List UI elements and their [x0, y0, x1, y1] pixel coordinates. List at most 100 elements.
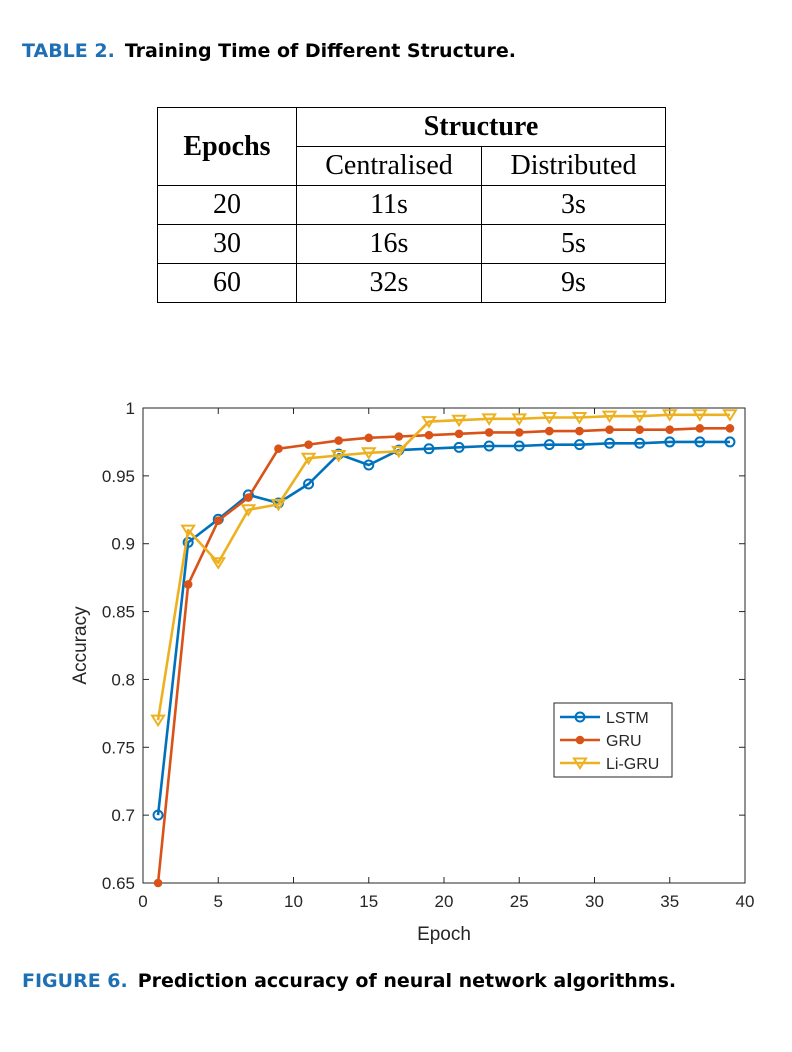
x-tick-label: 15 [359, 892, 378, 911]
y-tick-label: 0.8 [111, 670, 135, 689]
x-tick-label: 25 [510, 892, 529, 911]
cell-centralised: 16s [296, 224, 482, 264]
legend-marker [572, 757, 588, 770]
data-point [481, 413, 497, 426]
data-point [454, 429, 464, 439]
data-point [725, 424, 735, 433]
data-point [334, 436, 343, 445]
data-point [664, 436, 676, 448]
data-point [514, 428, 524, 437]
header-structure: Structure [296, 107, 666, 147]
y-tick-label: 0.9 [111, 535, 135, 554]
figure-caption-label: FIGURE 6. [22, 970, 128, 992]
data-point [394, 432, 404, 441]
legend-item: Li-GRU [560, 756, 659, 773]
series-gru [153, 424, 735, 888]
data-point [150, 714, 166, 728]
figure-caption: FIGURE 6. Prediction accuracy of neural n… [22, 970, 676, 992]
data-point [605, 425, 614, 435]
data-point [545, 426, 554, 436]
data-point [665, 425, 675, 435]
x-tick-label: 5 [214, 892, 223, 911]
x-tick-label: 40 [736, 892, 755, 911]
data-point [601, 410, 618, 424]
legend-label: LSTM [606, 710, 649, 727]
x-tick-label: 10 [284, 892, 303, 911]
cell-centralised: 32s [296, 263, 482, 303]
training-time-table: Epochs Structure Centralised Distributed… [157, 107, 666, 303]
data-point [330, 450, 347, 463]
data-point [152, 809, 164, 821]
table-header-row: Epochs Structure [157, 107, 666, 186]
data-point [484, 428, 494, 437]
x-tick-label: 30 [585, 892, 604, 911]
y-tick-label: 0.65 [102, 874, 135, 893]
table-caption-text: Training Time of Different Structure. [124, 40, 516, 62]
data-point [364, 433, 374, 443]
data-point [213, 516, 223, 525]
data-point [661, 409, 678, 422]
data-point [604, 437, 616, 449]
cell-distributed: 9s [481, 263, 666, 303]
legend-marker [575, 735, 585, 745]
data-point [631, 410, 648, 424]
header-epochs: Epochs [157, 107, 297, 186]
series-li-gru [150, 409, 738, 728]
data-point [304, 440, 313, 449]
data-point [244, 493, 253, 502]
data-point [724, 436, 736, 448]
data-point [270, 498, 287, 512]
data-point [303, 478, 315, 490]
legend-marker [574, 711, 586, 723]
data-point [543, 439, 555, 451]
y-tick-label: 1 [126, 399, 135, 418]
accuracy-line-chart: 0 5 10 15 20 25 30 35 40 0.65 0.7 0.75 0.8 0.85 0.9 0.9… [70, 399, 755, 945]
y-tick-label: 0.95 [102, 467, 135, 486]
data-point [421, 416, 437, 429]
data-point [183, 580, 193, 589]
table-row: 60 32s 9s [157, 263, 666, 303]
legend-item: LSTM [560, 710, 649, 727]
legend-label: GRU [606, 733, 642, 750]
y-tick-label: 0.75 [102, 738, 135, 757]
data-point [511, 413, 528, 426]
figure-caption-text: Prediction accuracy of neural network al… [137, 970, 677, 992]
y-tick-label: 0.7 [111, 806, 135, 825]
x-tick-label: 20 [435, 892, 454, 911]
data-point [571, 412, 588, 425]
plot-area [142, 407, 746, 884]
data-point [695, 424, 705, 433]
data-point [391, 445, 407, 459]
legend: LSTM GRU Li-GRU [553, 702, 673, 778]
data-point [451, 414, 467, 428]
data-point [722, 409, 738, 422]
legend-item: GRU [560, 733, 642, 750]
data-point [360, 447, 377, 460]
data-point [424, 430, 434, 440]
data-point [573, 439, 585, 451]
data-point [210, 557, 227, 570]
data-point [153, 878, 163, 888]
y-tick-label: 0.85 [102, 603, 135, 622]
data-point [274, 444, 283, 454]
series-line [156, 427, 730, 884]
data-point [634, 437, 646, 449]
data-point [180, 524, 196, 538]
data-point [692, 409, 708, 422]
data-point [240, 504, 257, 517]
x-tick-label: 35 [660, 892, 679, 911]
cell-epochs: 30 [157, 224, 297, 264]
x-axis-label: Epoch [417, 924, 471, 945]
series-line [156, 413, 730, 721]
data-point [300, 452, 317, 466]
data-point [483, 440, 495, 452]
x-tick-label: 0 [138, 892, 147, 911]
data-point [694, 436, 706, 448]
data-point [635, 425, 644, 435]
data-point [575, 426, 584, 436]
legend-label: Li-GRU [606, 756, 659, 773]
y-axis-label: Accuracy [70, 606, 91, 685]
data-point [363, 459, 375, 471]
cell-epochs: 60 [157, 263, 297, 303]
header-centralised: Centralised [296, 146, 482, 186]
